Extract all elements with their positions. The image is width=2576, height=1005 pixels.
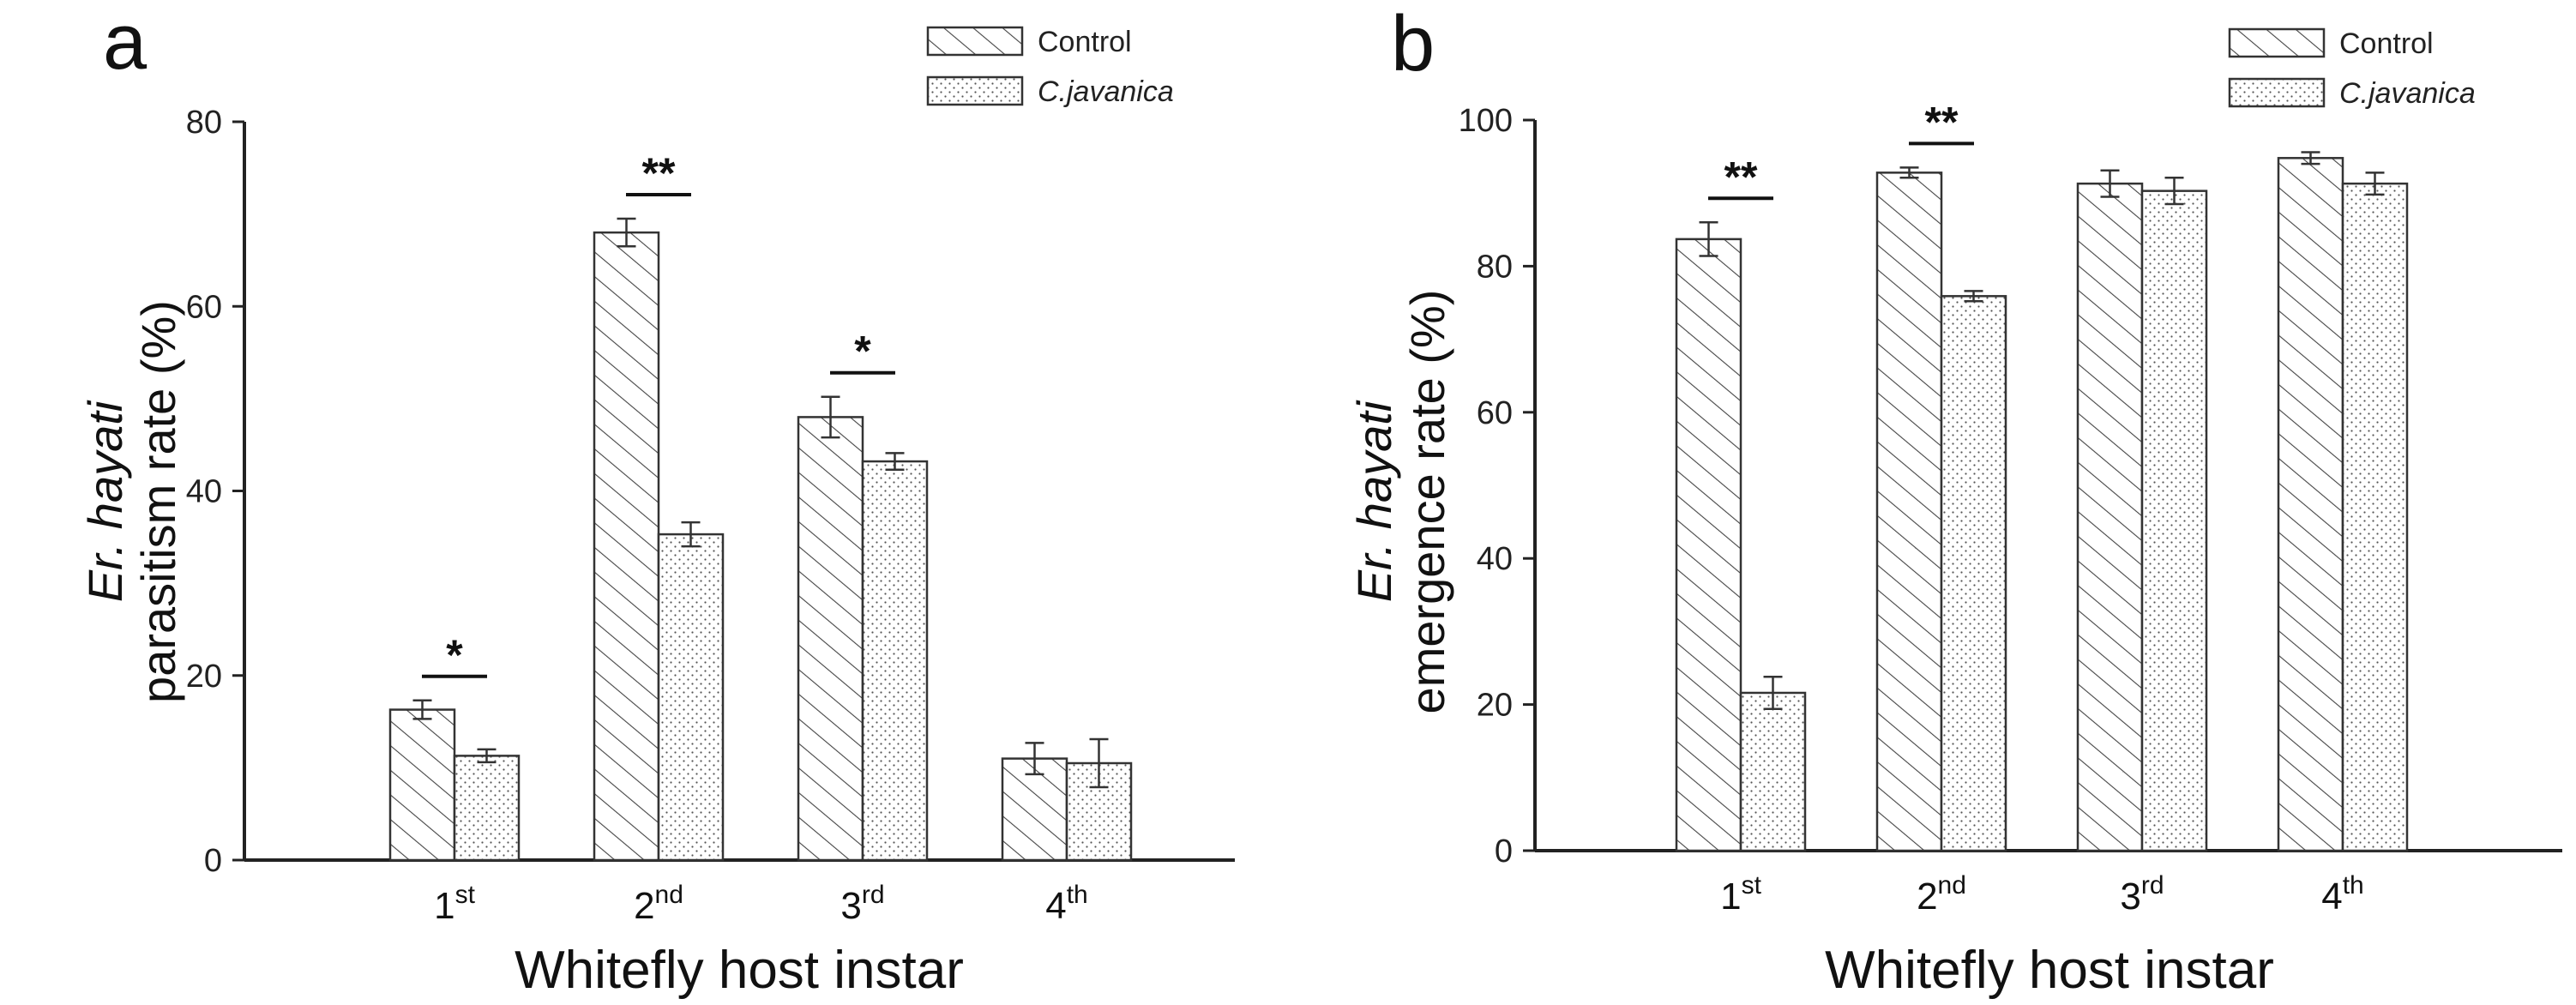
y-axis-title-measure: emergence rate (%) bbox=[1400, 290, 1454, 714]
bar-control bbox=[797, 416, 864, 862]
legend-label-cjavanica: C.javanica bbox=[1038, 75, 1174, 108]
legend-label-control: Control bbox=[1038, 26, 1132, 58]
x-tick-label-suffix: st bbox=[455, 881, 476, 909]
y-tick-label: 40 bbox=[1477, 541, 1513, 577]
legend-swatch-control bbox=[926, 26, 1024, 57]
x-tick-label-suffix: rd bbox=[2141, 871, 2164, 900]
y-tick-label: 20 bbox=[186, 659, 222, 695]
y-axis-title: Er. hayatiparasitism rate (%) bbox=[78, 300, 185, 703]
x-tick-label-number: 4 bbox=[2321, 876, 2342, 918]
x-tick-label-number: 2 bbox=[1917, 876, 1937, 918]
bar-control bbox=[388, 708, 456, 862]
y-axis-title: Er. hayatiemergence rate (%) bbox=[1347, 290, 1454, 714]
y-axis-title-species: Er. hayati bbox=[1347, 400, 1401, 602]
legend-label-cjavanica: C.javanica bbox=[2339, 77, 2476, 110]
y-tick-label: 60 bbox=[1477, 395, 1513, 431]
x-tick-label: 3rd bbox=[2120, 871, 2164, 918]
bar-cjavanica bbox=[1940, 295, 2007, 852]
significance-marker: ** bbox=[1925, 98, 1959, 146]
bar-control bbox=[1001, 757, 1068, 862]
x-tick-label: 2nd bbox=[634, 881, 683, 927]
y-tick-label: 0 bbox=[1495, 833, 1513, 870]
x-tick-label: 2nd bbox=[1917, 871, 1966, 918]
x-tick-label: 3rd bbox=[840, 881, 884, 927]
x-tick-label-suffix: nd bbox=[655, 881, 683, 909]
legend-label-control: Control bbox=[2339, 27, 2434, 60]
x-tick-label-suffix: th bbox=[2343, 871, 2364, 900]
y-tick-label: 0 bbox=[204, 843, 222, 879]
bar-control bbox=[1675, 238, 1742, 852]
bar-cjavanica bbox=[657, 533, 725, 862]
panel-letter: a bbox=[103, 0, 147, 86]
bar-control bbox=[593, 231, 660, 862]
bar-cjavanica bbox=[2140, 190, 2208, 852]
x-axis-title: Whitefly host instar bbox=[515, 941, 964, 1000]
bar-cjavanica bbox=[2341, 182, 2409, 852]
bar-control bbox=[2277, 157, 2344, 852]
y-axis-title-measure: parasitism rate (%) bbox=[131, 300, 185, 703]
bar-cjavanica bbox=[861, 460, 929, 862]
x-axis-title: Whitefly host instar bbox=[1825, 941, 2274, 1000]
significance-marker: ** bbox=[642, 149, 676, 197]
significance-marker: ** bbox=[1724, 153, 1758, 201]
x-tick-label-number: 2 bbox=[634, 885, 654, 927]
legend-swatch-control bbox=[2228, 27, 2326, 58]
x-tick-label: 1st bbox=[1720, 871, 1761, 918]
x-tick-label: 1st bbox=[434, 881, 475, 927]
x-tick-label-number: 1 bbox=[1720, 876, 1741, 918]
y-tick-label: 40 bbox=[186, 474, 222, 510]
x-tick-label-number: 3 bbox=[2120, 876, 2140, 918]
x-tick-label-number: 3 bbox=[840, 885, 861, 927]
x-tick-label: 4th bbox=[2321, 871, 2364, 918]
bar-cjavanica bbox=[1739, 691, 1807, 852]
x-tick-label-suffix: th bbox=[1067, 881, 1088, 909]
bar-control bbox=[2076, 182, 2144, 852]
y-tick-label: 60 bbox=[186, 289, 222, 325]
y-axis-title-species: Er. hayati bbox=[78, 400, 132, 602]
y-tick-label: 80 bbox=[1477, 249, 1513, 285]
x-tick-label-suffix: rd bbox=[862, 881, 885, 909]
significance-marker: * bbox=[446, 631, 463, 679]
x-tick-label-number: 4 bbox=[1045, 885, 1066, 927]
y-tick-label: 100 bbox=[1459, 103, 1513, 139]
panel-b: b 0 20 40 60 80 100 Er. hayatiemergence rate (%… bbox=[1347, 0, 2562, 1000]
bar-control bbox=[1875, 172, 1943, 852]
y-tick-label: 80 bbox=[186, 105, 222, 141]
x-tick-label-suffix: nd bbox=[1938, 871, 1966, 900]
x-tick-label-suffix: st bbox=[1742, 871, 1762, 900]
panel-letter: b bbox=[1391, 0, 1435, 87]
bar-cjavanica bbox=[453, 755, 521, 862]
panel-a: a 0 20 40 60 80 Er. hayatiparasitism rate (%) W… bbox=[78, 0, 1235, 1000]
x-tick-label-number: 1 bbox=[434, 885, 454, 927]
y-tick-label: 20 bbox=[1477, 688, 1513, 724]
x-tick-label: 4th bbox=[1045, 881, 1088, 927]
legend-swatch-cjavanica bbox=[2228, 77, 2326, 108]
significance-marker: * bbox=[854, 328, 871, 376]
legend-swatch-cjavanica bbox=[926, 75, 1024, 106]
